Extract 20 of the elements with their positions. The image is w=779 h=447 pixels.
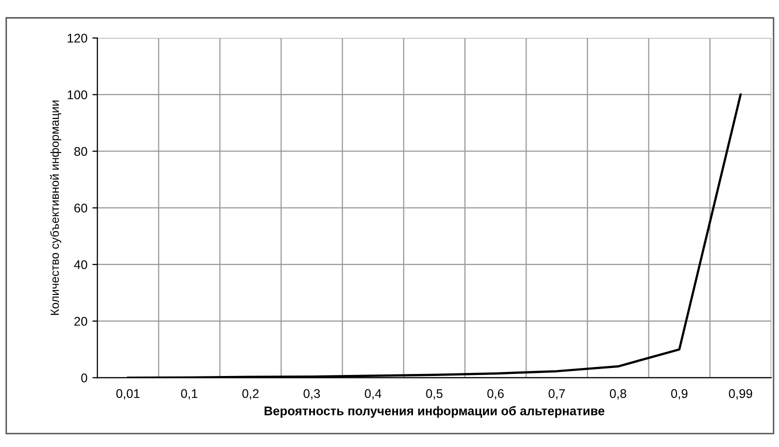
- x-axis-title: Вероятность получения информации об альтернативе: [264, 406, 604, 418]
- y-tick-label: 20: [74, 316, 88, 326]
- x-tick-label: 0,1: [181, 389, 198, 400]
- y-axis-title: Количество субъективной информации: [50, 100, 62, 315]
- x-tick-label: 0,5: [426, 389, 442, 400]
- y-tick-label: 100: [68, 90, 88, 100]
- x-tick-label: 0,2: [242, 389, 259, 400]
- y-tick-label: 40: [74, 260, 88, 270]
- x-tick-label: 0,4: [364, 389, 382, 400]
- x-tick-label: 0,6: [487, 389, 504, 400]
- y-tick-label: 0: [81, 374, 88, 382]
- x-tick-label: 0,8: [610, 389, 626, 400]
- x-tick-label: 0,99: [728, 389, 752, 400]
- y-tick-label: 60: [74, 204, 88, 213]
- x-tick-label: 0,01: [116, 389, 140, 400]
- y-tick-label: 80: [74, 147, 88, 156]
- y-tick-label: 120: [68, 34, 88, 43]
- x-tick-label: 0,7: [548, 389, 565, 400]
- x-tick-label: 0,9: [671, 389, 688, 400]
- x-tick-label: 0,3: [304, 389, 320, 400]
